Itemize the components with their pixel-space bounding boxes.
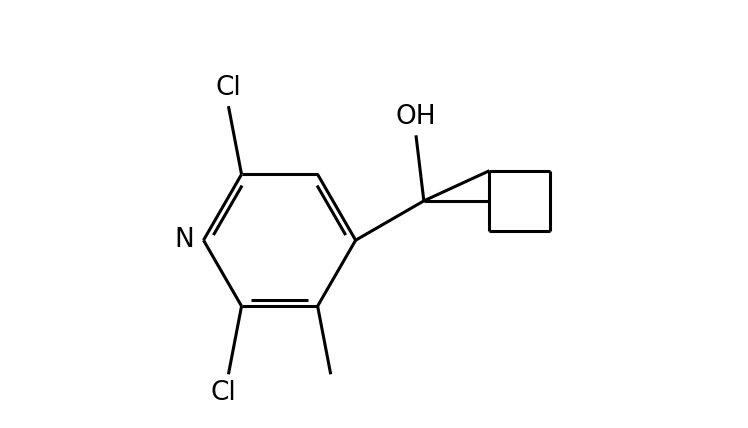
Text: Cl: Cl bbox=[215, 75, 242, 101]
Text: N: N bbox=[174, 227, 194, 253]
Text: OH: OH bbox=[396, 104, 436, 130]
Text: Cl: Cl bbox=[210, 380, 236, 406]
